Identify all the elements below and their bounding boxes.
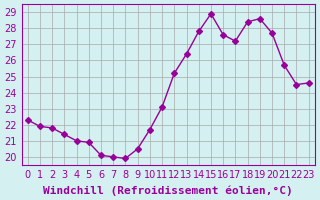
X-axis label: Windchill (Refroidissement éolien,°C): Windchill (Refroidissement éolien,°C) xyxy=(43,185,293,196)
